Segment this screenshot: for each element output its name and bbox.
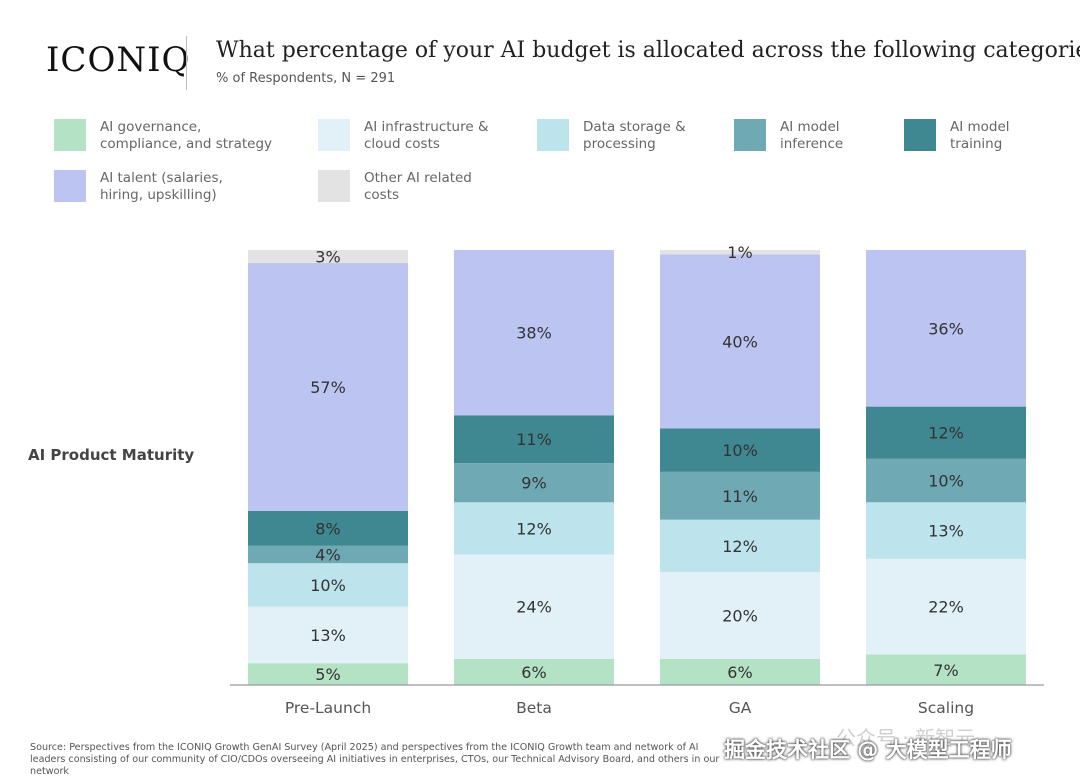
x-tick-label: Beta — [516, 699, 552, 717]
legend-label: AI infrastructure & cloud costs — [364, 119, 489, 152]
data-label: 12% — [516, 519, 552, 538]
bar-segment — [866, 458, 1026, 503]
iconiq-logo: ICONIQ — [46, 40, 191, 80]
legend-label: Other AI related costs — [364, 170, 472, 203]
legend-item-data-storage: Data storage & processing — [537, 119, 693, 153]
bar-segment — [660, 250, 820, 255]
y-side-label: AI Product Maturity — [28, 446, 195, 464]
legend-swatch — [54, 170, 86, 202]
data-label: 6% — [521, 663, 546, 682]
data-label: 24% — [516, 598, 552, 617]
data-label: 22% — [928, 598, 964, 617]
data-label: 9% — [521, 474, 546, 493]
legend-label: AI model inference — [780, 119, 844, 152]
data-label: 38% — [516, 324, 552, 343]
bar-segment — [248, 545, 408, 564]
data-label: 13% — [928, 522, 964, 541]
bar-segment — [248, 263, 408, 511]
watermark-wechat: 公众号 · 新智元 — [836, 726, 976, 750]
legend-swatch — [734, 119, 766, 151]
bar-segment — [866, 502, 1026, 559]
x-tick-label: Pre-Launch — [285, 699, 371, 717]
source-note: Source: Perspectives from the ICONIQ Gro… — [30, 742, 720, 777]
data-label: 57% — [310, 378, 346, 397]
data-label: 10% — [310, 576, 346, 595]
legend-label: AI governance, compliance, and strategy — [100, 119, 273, 152]
watermark-juejin: 掘金技术社区 @ 大模型工程师 — [724, 738, 1012, 762]
bar-segment — [454, 415, 614, 464]
bar-segment — [660, 571, 820, 659]
bar-segment — [454, 502, 614, 555]
bar-segment — [248, 606, 408, 664]
data-label: 5% — [315, 665, 340, 684]
bar-segment — [454, 250, 614, 416]
header-divider — [186, 36, 187, 90]
legend-label: Data storage & processing — [583, 119, 686, 152]
bar-segment — [454, 554, 614, 659]
data-label: 20% — [722, 606, 758, 625]
bar-segment — [660, 254, 820, 429]
data-label: 13% — [310, 626, 346, 645]
legend-item-governance: AI governance, compliance, and strategy — [54, 119, 275, 153]
bar-segment — [248, 663, 408, 685]
chart-title: What percentage of your AI budget is all… — [216, 38, 1080, 63]
legend-item-inference: AI model inference — [734, 119, 860, 153]
bar-segment — [248, 511, 408, 546]
data-label: 8% — [315, 519, 340, 538]
data-label: 1% — [727, 243, 752, 262]
data-label: 10% — [722, 441, 758, 460]
bar-segment — [660, 428, 820, 472]
legend-item-talent: AI talent (salaries, hiring, upskilling) — [54, 170, 250, 204]
legend-label: AI talent (salaries, hiring, upskilling) — [100, 170, 223, 203]
bar-segment — [660, 519, 820, 572]
data-label: 40% — [722, 332, 758, 351]
data-label: 12% — [722, 537, 758, 556]
x-tick-label: GA — [729, 699, 752, 717]
bar-segment — [866, 654, 1026, 685]
legend-swatch — [54, 119, 86, 151]
chart-subtitle: % of Respondents, N = 291 — [216, 71, 396, 86]
bar-segment — [866, 250, 1026, 407]
bar-segment — [248, 563, 408, 607]
data-label: 36% — [928, 319, 964, 338]
data-label: 4% — [315, 546, 340, 565]
data-label: 12% — [928, 424, 964, 443]
bar-segment — [454, 658, 614, 685]
bar-segment — [866, 406, 1026, 459]
bar-segment — [660, 471, 820, 520]
bar-segment — [660, 658, 820, 685]
data-label: 7% — [933, 661, 958, 680]
bar-segment — [454, 463, 614, 503]
legend-label: AI model training — [950, 119, 1010, 152]
data-label: 10% — [928, 472, 964, 491]
x-tick-label: Scaling — [918, 699, 974, 717]
legend-swatch — [318, 119, 350, 151]
legend-item-other: Other AI related costs — [318, 170, 474, 204]
data-label: 6% — [727, 663, 752, 682]
legend-swatch — [904, 119, 936, 151]
legend-item-infrastructure: AI infrastructure & cloud costs — [318, 119, 494, 153]
legend-item-training: AI model training — [904, 119, 1030, 153]
data-label: 11% — [722, 487, 758, 506]
legend-swatch — [537, 119, 569, 151]
bar-segment — [866, 558, 1026, 655]
data-label: 11% — [516, 430, 552, 449]
bar-segment — [248, 250, 408, 264]
data-label: 3% — [315, 248, 340, 267]
legend-swatch — [318, 170, 350, 202]
